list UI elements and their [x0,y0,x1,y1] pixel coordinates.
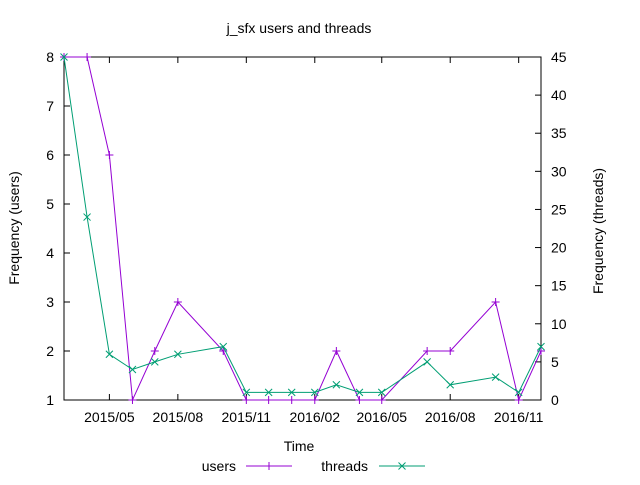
series-layer [60,53,545,404]
threads-point [60,53,68,61]
legend: users threads [202,458,425,474]
y-tick-label: 3 [46,294,54,310]
users-line [64,56,542,402]
y-tick-label: 5 [46,196,54,212]
y2-axis-label: Frequency (threads) [590,168,606,294]
series-users [60,53,545,404]
y-tick-label: 2 [46,343,54,359]
threads-point [264,388,273,397]
threads-point [287,388,296,397]
threads-point [174,350,182,359]
threads-point [332,380,341,389]
x-tick-label: 2015/08 [153,409,204,425]
y2-tick-label: 10 [551,316,567,332]
y-axis-label: Frequency (users) [6,171,22,285]
legend-label-users: users [202,458,236,474]
y2-tick-label: 0 [551,392,559,408]
chart-title: j_sfx users and threads [226,20,372,36]
threads-point [446,380,455,389]
threads-point [491,373,500,381]
y-tick-label: 1 [46,392,54,408]
x-tick-label: 2016/11 [494,409,544,425]
threads-point [150,358,159,366]
y2-tick-label: 20 [551,240,567,256]
x-tick-label: 2016/05 [356,409,407,425]
y2-tick-label: 15 [551,278,567,294]
y-tick-label: 7 [46,98,54,114]
threads-point [83,213,91,221]
threads-point [537,342,545,351]
plot-frame [63,56,542,401]
threads-point [242,388,251,397]
threads-point [355,388,364,397]
threads-point [105,350,114,359]
legend-marker-threads [398,462,406,470]
y2-tick-label: 25 [551,201,567,217]
y-tick-label: 8 [46,49,54,65]
y2-tick-label: 30 [551,163,567,179]
y2-tick-label: 35 [551,125,567,141]
x-tick-label: 2015/11 [222,409,272,425]
y-tick-label: 4 [46,245,54,261]
x-tick-label: 2016/08 [425,409,476,425]
threads-point [514,388,523,397]
y2-tick-label: 5 [551,354,559,370]
x-tick-label: 2015/05 [84,409,135,425]
threads-point [219,342,228,351]
y2-tick-label: 45 [551,49,567,65]
x-axis-label: Time [284,438,315,454]
series-threads [60,53,545,397]
threads-point [377,388,386,397]
threads-line [63,56,542,394]
threads-point [423,358,431,366]
threads-point [310,388,319,397]
x-tick-label: 2016/02 [289,409,340,425]
y2-tick-label: 40 [551,87,567,103]
y-tick-label: 6 [46,147,54,163]
threads-point [128,365,137,374]
legend-label-threads: threads [321,458,368,474]
